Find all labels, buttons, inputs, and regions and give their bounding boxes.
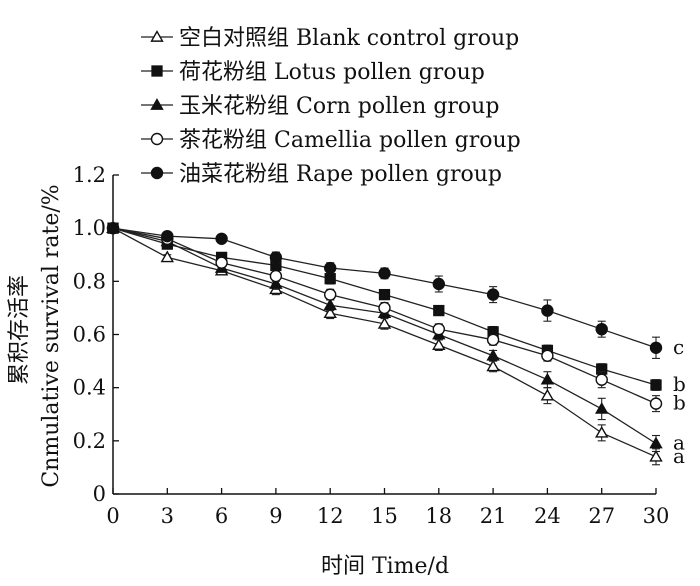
data-point bbox=[432, 322, 445, 336]
series-line bbox=[112, 227, 657, 445]
y-tick-label: 0.6 bbox=[73, 323, 106, 347]
data-point bbox=[215, 232, 228, 246]
data-point bbox=[378, 288, 391, 301]
x-tick-label: 24 bbox=[534, 504, 561, 528]
x-tick-label: 0 bbox=[106, 504, 119, 528]
legend-item-0: 空白对照组 Blank control group bbox=[141, 26, 519, 51]
significance-letter: c bbox=[673, 335, 684, 359]
data-point bbox=[215, 256, 228, 269]
data-point bbox=[432, 277, 445, 291]
y-tick-label: 0.2 bbox=[73, 429, 106, 453]
y-tick-label: 0.8 bbox=[73, 269, 106, 293]
data-point bbox=[486, 333, 500, 347]
data-point bbox=[649, 436, 663, 449]
x-tick-label: 18 bbox=[425, 504, 452, 528]
legend-label: 空白对照组 Blank control group bbox=[179, 26, 519, 51]
x-tick-label: 27 bbox=[588, 504, 615, 528]
data-point bbox=[649, 449, 663, 462]
data-point bbox=[540, 388, 555, 401]
series-4 bbox=[106, 221, 663, 359]
legend-label: 荷花粉组 Lotus pollen group bbox=[179, 60, 485, 85]
x-tick-label: 6 bbox=[215, 504, 228, 528]
data-point bbox=[161, 229, 174, 243]
legend-item-1: 荷花粉组 Lotus pollen group bbox=[141, 60, 485, 85]
data-point bbox=[540, 372, 555, 385]
data-point bbox=[324, 273, 336, 285]
legend-marker bbox=[150, 30, 164, 42]
significance-letter: b bbox=[673, 372, 686, 396]
x-tick-label: 15 bbox=[371, 504, 398, 528]
legend-marker bbox=[150, 166, 164, 180]
series-line bbox=[112, 227, 657, 349]
data-point bbox=[106, 221, 120, 235]
data-point bbox=[324, 288, 337, 301]
data-point bbox=[378, 301, 391, 315]
data-point bbox=[323, 306, 337, 319]
data-point bbox=[269, 277, 283, 289]
data-point bbox=[433, 304, 445, 317]
series-3 bbox=[106, 221, 663, 413]
legend-item-3: 茶花粉组 Camellia pollen group bbox=[141, 128, 521, 153]
data-point bbox=[486, 348, 500, 361]
legend-marker bbox=[151, 65, 163, 77]
significance-letter: b bbox=[673, 391, 686, 415]
legend-item-4: 油菜花粉组 Rape pollen group bbox=[141, 162, 502, 187]
data-point bbox=[541, 304, 554, 317]
data-point bbox=[595, 322, 608, 336]
series-line bbox=[112, 227, 657, 458]
data-point bbox=[432, 338, 446, 350]
legend-label: 油菜花粉组 Rape pollen group bbox=[179, 162, 502, 187]
x-tick-label: 21 bbox=[480, 504, 507, 528]
data-point bbox=[594, 425, 609, 438]
data-point bbox=[269, 251, 283, 264]
significance-letter: a bbox=[673, 444, 685, 468]
series-layer bbox=[106, 221, 663, 466]
y-tick-label: 0 bbox=[93, 482, 106, 506]
x-axis-label: 时间 Time/d bbox=[321, 554, 449, 579]
legend-label: 茶花粉组 Camellia pollen group bbox=[179, 128, 521, 153]
data-point bbox=[649, 341, 663, 354]
x-tick-label: 3 bbox=[161, 504, 174, 528]
y-axis-label-en: Cnmulative survival rate/% bbox=[39, 184, 64, 487]
data-point bbox=[541, 349, 554, 362]
x-tick-label: 9 bbox=[269, 504, 282, 528]
data-point bbox=[486, 288, 500, 301]
data-point bbox=[269, 269, 283, 283]
legend-marker bbox=[150, 98, 164, 110]
y-tick-label: 1.0 bbox=[73, 216, 106, 240]
legend-marker bbox=[150, 132, 164, 146]
legend-item-2: 玉米花粉组 Corn pollen group bbox=[141, 94, 499, 119]
data-point bbox=[324, 261, 337, 275]
y-axis-label-cn: 累积存活率 bbox=[7, 275, 32, 385]
y-tick-label: 0.4 bbox=[73, 376, 106, 400]
data-point bbox=[323, 298, 337, 311]
data-point bbox=[595, 373, 608, 386]
data-point bbox=[649, 397, 663, 410]
axes: 0 3 6 9 12 15 18 21 24 27 30 0 0.2 0.4 0.6 0.8 1.0 1.2 bbox=[73, 163, 670, 528]
data-point bbox=[594, 402, 609, 414]
data-point bbox=[486, 359, 500, 372]
legend: 空白对照组 Blank control group 荷花粉组 Lotus poll… bbox=[141, 26, 521, 187]
legend-label: 玉米花粉组 Corn pollen group bbox=[179, 94, 499, 119]
data-point bbox=[378, 267, 391, 280]
x-tick-label: 12 bbox=[317, 504, 344, 528]
data-point bbox=[377, 316, 392, 329]
series-0 bbox=[106, 221, 663, 466]
data-point bbox=[160, 250, 175, 263]
y-tick-label: 1.2 bbox=[73, 163, 106, 187]
significance-letter: a bbox=[673, 430, 685, 454]
data-point bbox=[650, 379, 662, 391]
x-tick-label: 30 bbox=[643, 504, 670, 528]
